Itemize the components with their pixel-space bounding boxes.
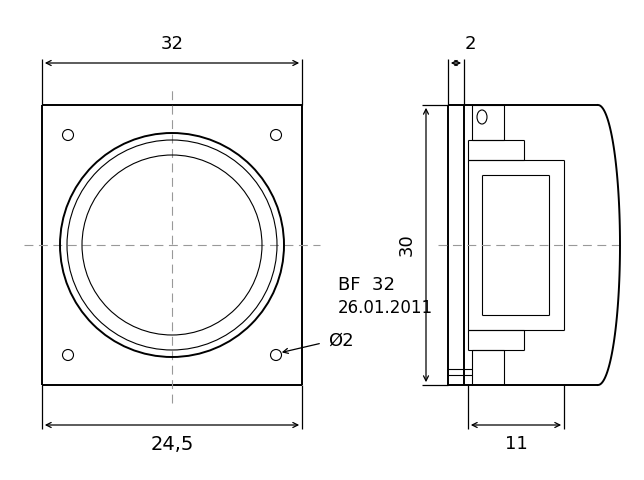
Text: BF  32: BF 32 (338, 276, 395, 294)
Text: Ø2: Ø2 (328, 332, 354, 350)
Text: 11: 11 (505, 435, 527, 453)
Text: 26.01.2011: 26.01.2011 (338, 299, 433, 317)
Text: 2: 2 (464, 35, 476, 53)
Text: 30: 30 (398, 234, 416, 256)
Text: 32: 32 (160, 35, 184, 53)
Text: 24,5: 24,5 (150, 435, 194, 454)
